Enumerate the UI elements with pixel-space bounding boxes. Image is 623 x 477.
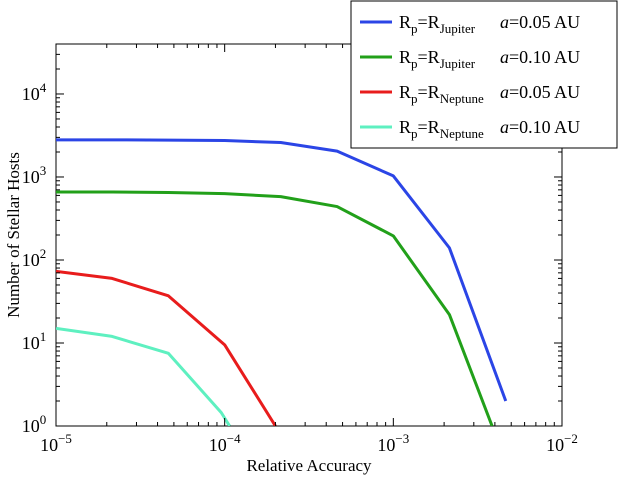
legend-entry-1: Rp=RJupiter a=0.05 AU xyxy=(360,12,580,36)
y-tick-label: 100 xyxy=(22,412,47,436)
series-line-4 xyxy=(56,326,231,426)
legend-label: Rp=RNeptune a=0.10 AU xyxy=(399,117,580,141)
x-tick-label: 10−3 xyxy=(377,431,409,455)
x-tick-label: 10−2 xyxy=(546,431,578,455)
legend: Rp=RJupiter a=0.05 AU Rp=RJupiter a=0.10 AU… xyxy=(350,0,618,149)
y-tick-label: 103 xyxy=(22,163,47,187)
legend-entry-2: Rp=RJupiter a=0.10 AU xyxy=(360,47,580,71)
legend-label: Rp=RNeptune a=0.05 AU xyxy=(399,82,580,106)
series-line-3 xyxy=(56,269,277,426)
x-axis-label: Relative Accuracy xyxy=(246,456,372,475)
series-line-2 xyxy=(56,190,494,426)
legend-entry-4: Rp=RNeptune a=0.10 AU xyxy=(360,117,580,141)
y-tick-label: 104 xyxy=(22,80,47,104)
x-tick-label: 10−5 xyxy=(40,431,72,455)
series-layer xyxy=(56,138,508,426)
legend-box xyxy=(350,0,618,149)
legend-label: Rp=RJupiter a=0.10 AU xyxy=(399,47,580,71)
x-tick-label: 10−4 xyxy=(209,431,241,455)
y-tick-label: 101 xyxy=(22,329,47,353)
series-line-1 xyxy=(56,138,508,402)
tick-labels: 10−5 10−4 10−3 10−2 100 101 102 103 104 xyxy=(22,80,578,455)
y-tick-label: 102 xyxy=(22,246,47,270)
legend-label: Rp=RJupiter a=0.05 AU xyxy=(399,12,580,36)
y-axis-label: Number of Stellar Hosts xyxy=(4,152,23,318)
legend-entry-3: Rp=RNeptune a=0.05 AU xyxy=(360,82,580,106)
